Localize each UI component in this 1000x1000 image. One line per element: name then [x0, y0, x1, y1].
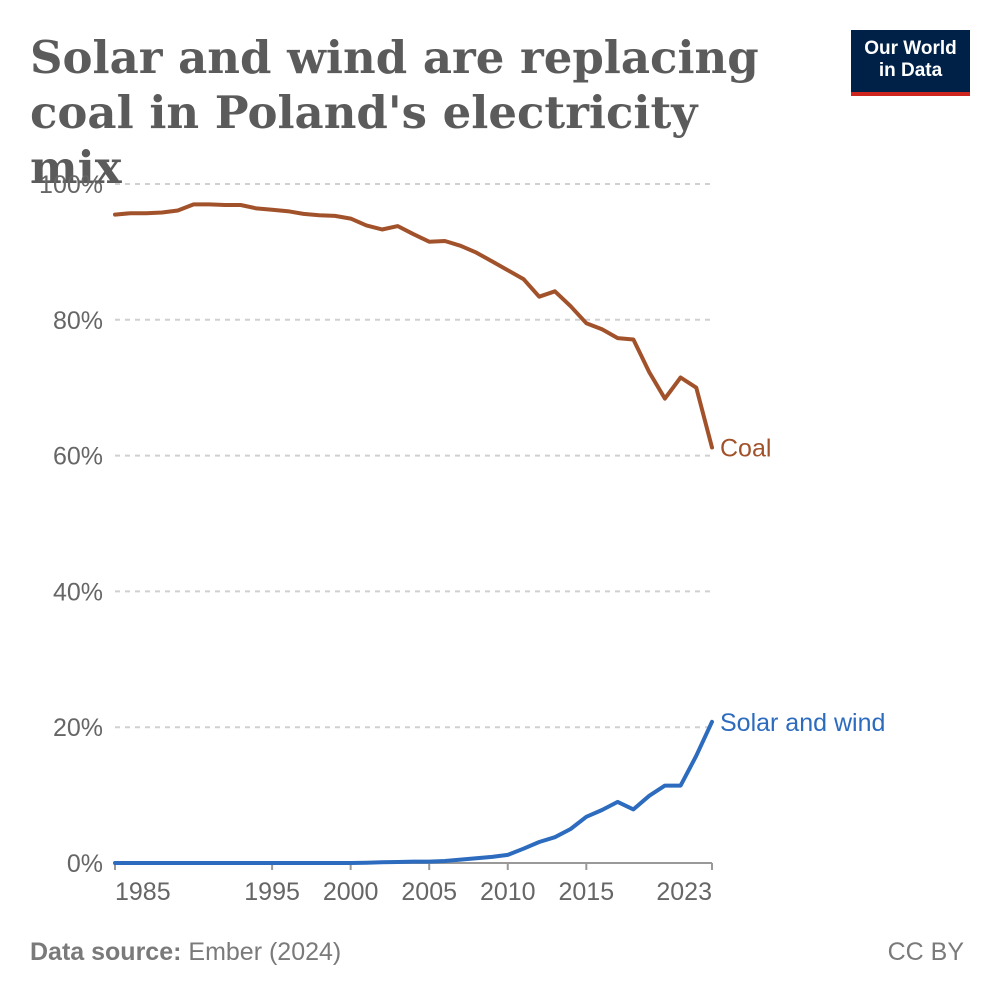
chart-title: Solar and wind are replacing coal in Pol… — [30, 30, 790, 195]
owid-logo[interactable]: Our World in Data — [851, 30, 970, 96]
chart-title-line-1: Solar and wind are replacing — [30, 31, 759, 84]
x-tick-label: 1985 — [115, 878, 171, 906]
series-label-solar-and-wind: Solar and wind — [720, 709, 885, 737]
series-line-coal[interactable] — [113, 202, 714, 450]
y-tick-label: 20% — [53, 714, 103, 742]
x-tick-label: 2015 — [559, 878, 615, 906]
series-label-coal: Coal — [720, 434, 771, 462]
y-tick-label: 0% — [67, 850, 103, 878]
y-tick-label: 60% — [53, 443, 103, 471]
y-tick-label: 80% — [53, 307, 103, 335]
series-labels: Coal Solar and wind — [720, 434, 885, 736]
data-source-label: Data source: — [30, 938, 182, 966]
x-axis: 1985 1995 2000 2005 2010 2015 2023 — [114, 862, 713, 906]
series-line-solar-and-wind[interactable] — [113, 719, 714, 865]
chart-title-line-2: coal in Poland's electricity mix — [30, 86, 698, 194]
x-tick-label: 2000 — [323, 878, 379, 906]
series-lines — [113, 202, 714, 865]
license-text[interactable]: CC BY — [887, 938, 964, 966]
x-tick-label: 2010 — [480, 878, 536, 906]
grid-lines — [115, 183, 712, 729]
x-tick-label: 2005 — [401, 878, 457, 906]
y-tick-label: 40% — [53, 578, 103, 606]
x-tick-label: 2023 — [656, 878, 712, 906]
data-source: Data source: Ember (2024) — [30, 938, 341, 967]
x-tick-label: 1995 — [244, 878, 300, 906]
data-source-value: Ember (2024) — [188, 938, 342, 966]
logo-line-2: in Data — [878, 60, 943, 81]
y-tick-label: 100% — [39, 171, 103, 199]
logo-line-1: Our World — [864, 38, 957, 59]
y-axis-tick-labels: 0% 20% 40% 60% 80% 100% — [39, 171, 103, 878]
